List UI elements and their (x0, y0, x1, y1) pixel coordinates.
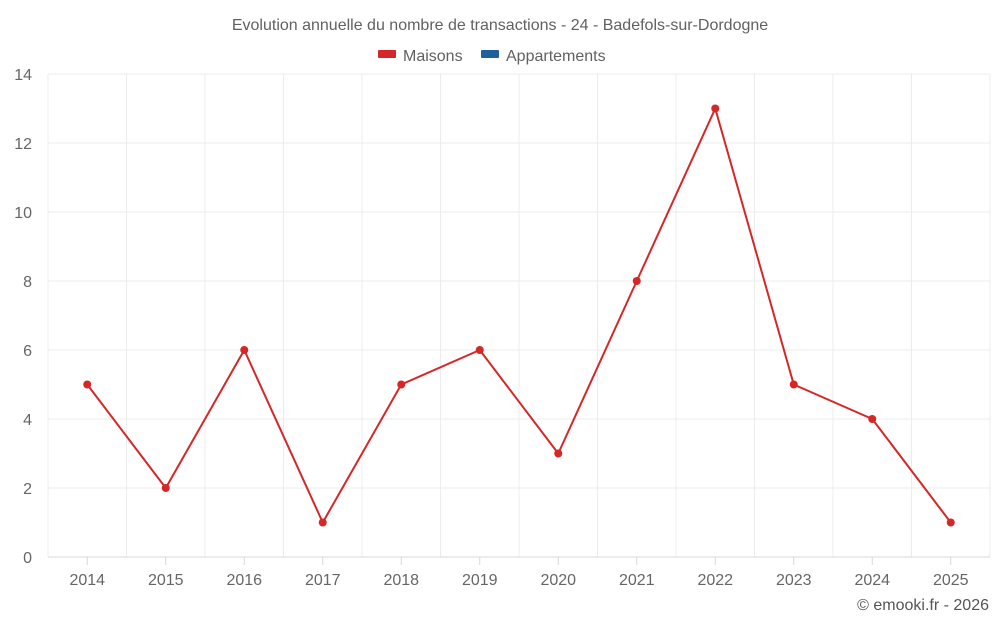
y-tick-label: 6 (23, 343, 32, 360)
credit-text: © emooki.fr - 2026 (857, 597, 989, 614)
x-tick-label: 2020 (540, 572, 576, 589)
y-tick-label: 12 (14, 136, 32, 153)
data-point[interactable] (318, 518, 327, 527)
x-tick-label: 2014 (69, 572, 105, 589)
y-tick-label: 8 (23, 274, 32, 291)
y-tick-label: 14 (14, 67, 32, 84)
series-line-maisons (86, 107, 952, 524)
x-tick-label: 2016 (226, 572, 262, 589)
data-point[interactable] (632, 277, 641, 285)
x-axis: 2014 2015 2016 2017 2018 2019 2020 2021 2022 2023… (48, 556, 990, 589)
series-maisons (83, 104, 955, 527)
data-point[interactable] (946, 518, 955, 527)
data-point[interactable] (475, 346, 484, 354)
gridlines (47, 73, 991, 557)
data-point[interactable] (789, 380, 798, 389)
chart-title: Evolution annuelle du nombre de transact… (232, 17, 768, 34)
data-point[interactable] (554, 449, 563, 458)
legend-swatch-maisons (378, 50, 396, 58)
data-point[interactable] (868, 415, 877, 423)
y-tick-label: 0 (23, 550, 32, 567)
legend-label-maisons: Maisons (403, 48, 463, 65)
data-point[interactable] (711, 104, 720, 113)
legend-label-appartements: Appartements (506, 48, 606, 65)
data-point[interactable] (240, 346, 249, 354)
x-tick-label: 2022 (697, 572, 733, 589)
x-tick-label: 2024 (854, 572, 890, 589)
x-tick-label: 2025 (933, 572, 969, 589)
data-point[interactable] (83, 380, 92, 389)
legend-swatch-appartements (481, 50, 499, 58)
x-tick-label: 2018 (383, 572, 419, 589)
data-point[interactable] (397, 380, 406, 389)
x-tick-label: 2015 (148, 572, 184, 589)
y-tick-label: 4 (23, 412, 32, 429)
data-point[interactable] (161, 484, 170, 492)
y-tick-label: 2 (23, 481, 32, 498)
legend-item-maisons[interactable]: Maisons (378, 48, 463, 65)
y-axis: 0 2 4 6 8 10 12 14 (14, 67, 32, 567)
x-tick-label: 2021 (619, 572, 655, 589)
x-tick-label: 2019 (462, 572, 498, 589)
x-tick-label: 2023 (776, 572, 812, 589)
chart-legend: Maisons Appartements (378, 48, 606, 65)
legend-item-appartements[interactable]: Appartements (481, 48, 606, 65)
x-tick-label: 2017 (305, 572, 341, 589)
y-tick-label: 10 (14, 205, 32, 222)
